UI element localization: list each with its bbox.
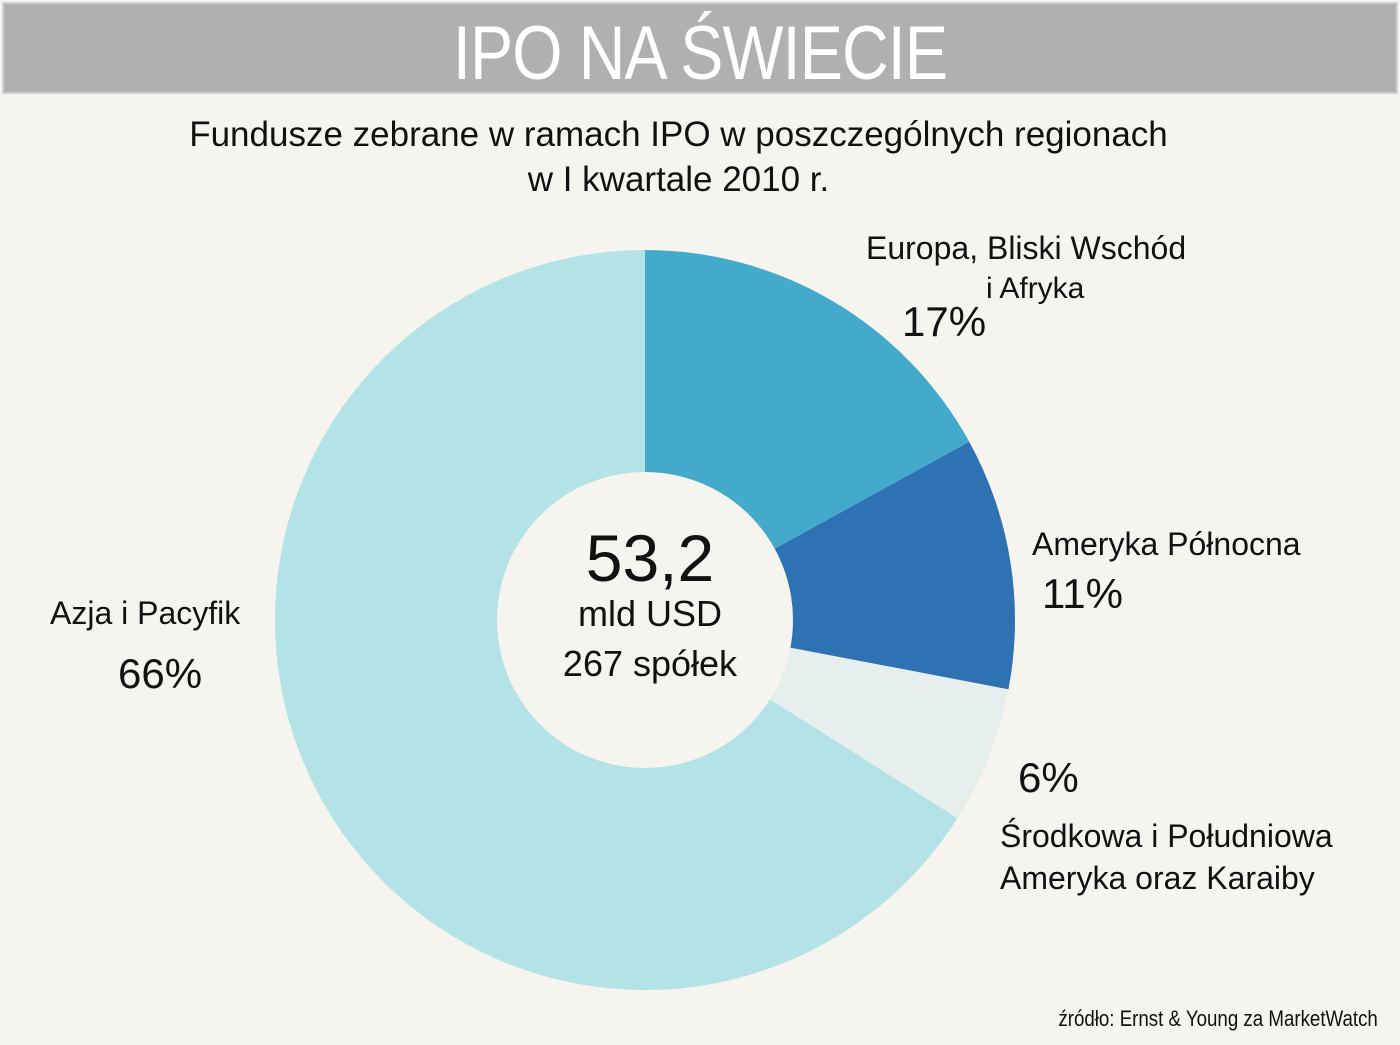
donut-slice-1 [774, 441, 1016, 690]
label-north-america: Ameryka Północna [1032, 526, 1301, 562]
donut-slice-2 [769, 647, 1009, 819]
label-europe-line2: i Afryka [986, 272, 1085, 305]
center-count: 267 spółek [562, 643, 738, 684]
center-unit: mld USD [577, 593, 723, 634]
source-note: źródło: Ernst & Young za MarketWatch [1058, 1006, 1378, 1031]
header-bar: IPO NA ŚWIECIE [2, 2, 1398, 96]
label-latam-line1: Środkowa i Południowa [1000, 818, 1333, 854]
label-europe-line1: Europa, Bliski Wschód [866, 230, 1187, 266]
pct-asia: 66% [118, 650, 203, 697]
chart-title-line1: Fundusze zebrane w ramach IPO w poszczeg… [189, 115, 1168, 154]
label-asia: Azja i Pacyfik [50, 595, 241, 631]
header-title: IPO NA ŚWIECIE [452, 11, 948, 96]
label-latam-line2: Ameryka oraz Karaiby [1000, 860, 1315, 896]
donut-slice-3 [274, 250, 958, 990]
chart-title-line2: w I kwartale 2010 r. [527, 160, 830, 199]
pct-latam: 6% [1018, 754, 1079, 801]
pct-europe: 17% [902, 298, 987, 345]
donut-slice-0 [645, 250, 970, 549]
center-value: 53,2 [585, 521, 715, 595]
chart-title: Fundusze zebrane w ramach IPO w poszczeg… [0, 112, 1357, 202]
pct-north-america: 11% [1042, 570, 1123, 617]
